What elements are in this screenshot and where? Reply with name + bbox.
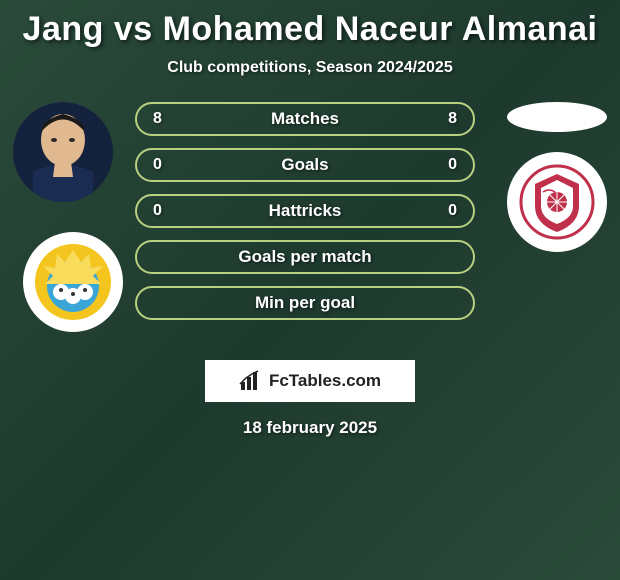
club-crest-icon	[33, 242, 113, 322]
stat-left-value: 8	[153, 110, 162, 128]
comparison-card: Jang vs Mohamed Naceur Almanai Club comp…	[0, 0, 620, 438]
stat-label: Hattricks	[269, 201, 342, 221]
player-right-club-crest	[507, 152, 607, 252]
stat-label: Min per goal	[255, 293, 355, 313]
stat-right-value: 0	[448, 156, 457, 174]
stat-label: Goals per match	[238, 247, 371, 267]
bar-chart-icon	[239, 370, 261, 392]
brand-badge[interactable]: FcTables.com	[205, 360, 415, 402]
left-column	[5, 102, 135, 342]
subtitle: Club competitions, Season 2024/2025	[167, 59, 452, 77]
stat-row-hattricks: 0 Hattricks 0	[135, 194, 475, 228]
stat-right-value: 0	[448, 202, 457, 220]
stat-label: Matches	[271, 109, 339, 129]
content-row: 8 Matches 8 0 Goals 0 0 Hattricks 0 Goal…	[0, 102, 620, 342]
stat-right-value: 8	[448, 110, 457, 128]
brand-text: FcTables.com	[269, 371, 381, 391]
stat-left-value: 0	[153, 156, 162, 174]
stat-row-min-per-goal: Min per goal	[135, 286, 475, 320]
player-left-avatar	[13, 102, 113, 202]
stat-row-matches: 8 Matches 8	[135, 102, 475, 136]
player-left-club-crest	[23, 232, 123, 332]
stat-label: Goals	[281, 155, 328, 175]
stat-left-value: 0	[153, 202, 162, 220]
stats-column: 8 Matches 8 0 Goals 0 0 Hattricks 0 Goal…	[135, 102, 485, 320]
stat-row-goals: 0 Goals 0	[135, 148, 475, 182]
face-icon	[13, 102, 113, 202]
stat-row-goals-per-match: Goals per match	[135, 240, 475, 274]
player-right-avatar	[507, 102, 607, 132]
right-column	[485, 102, 615, 342]
club-crest-icon	[517, 162, 597, 242]
date-label: 18 february 2025	[243, 418, 377, 438]
page-title: Jang vs Mohamed Naceur Almanai	[23, 10, 598, 49]
